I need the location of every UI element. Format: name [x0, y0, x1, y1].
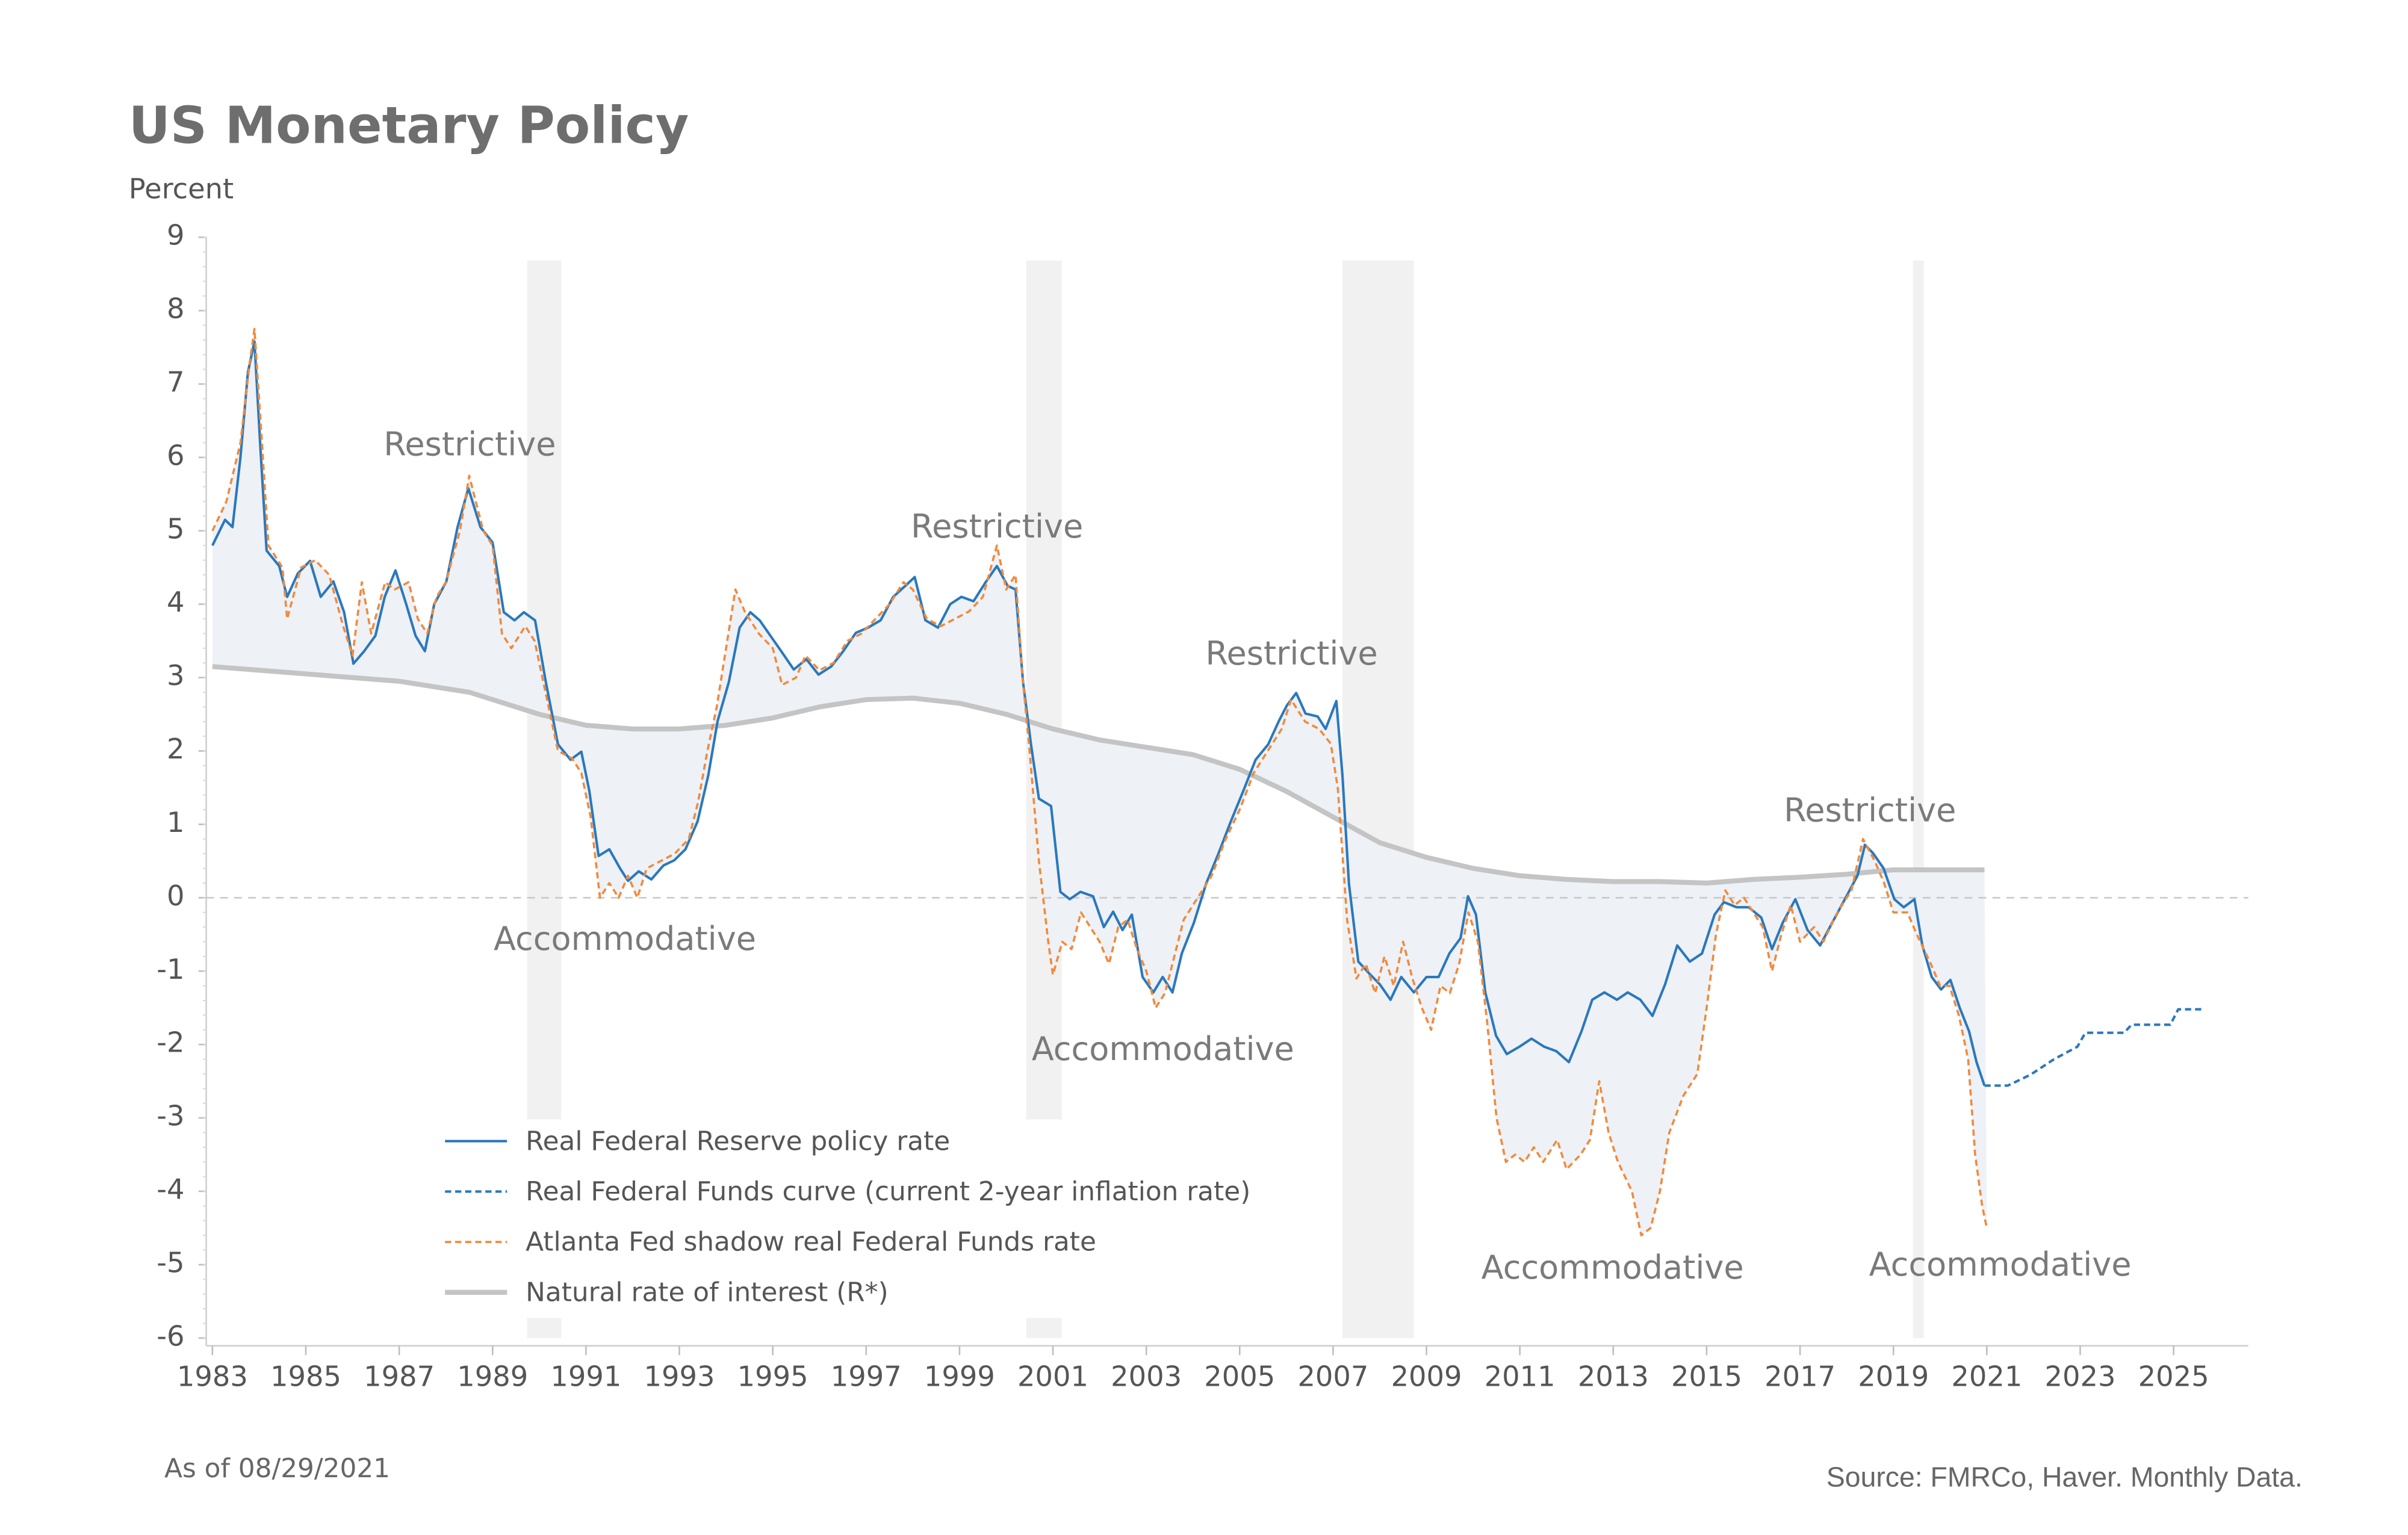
shaded-period: [1913, 260, 1924, 1338]
x-tick-label: 1983: [177, 1360, 248, 1392]
x-tick-label: 2017: [1764, 1360, 1835, 1392]
x-tick-label: 1997: [831, 1360, 902, 1392]
gap-fill: [212, 329, 1987, 1236]
x-tick-label: 1999: [924, 1360, 995, 1392]
y-tick-label: 5: [167, 512, 185, 545]
series-line: [211, 340, 1986, 1087]
legend-background: [434, 1119, 1303, 1318]
as-of-note: As of 08/29/2021: [164, 1453, 390, 1484]
y-tick-label: -6: [157, 1319, 184, 1352]
x-tick-label: 2019: [1858, 1360, 1929, 1392]
x-tick-label: 1987: [364, 1360, 435, 1392]
x-tick-label: 1993: [644, 1360, 715, 1392]
annotation: Accommodative: [494, 920, 756, 958]
y-tick-label: 4: [167, 586, 185, 618]
y-tick-label: -3: [157, 1100, 184, 1132]
x-tick-label: 2015: [1671, 1360, 1742, 1392]
x-tick-label: 2013: [1578, 1360, 1649, 1392]
y-tick-label: -4: [157, 1173, 184, 1206]
y-axis-label: Percent: [129, 172, 234, 205]
annotation: Accommodative: [1869, 1245, 2132, 1283]
x-tick-label: 2003: [1111, 1360, 1182, 1392]
y-tick-label: 3: [167, 659, 185, 692]
y-tick-label: 7: [167, 365, 185, 398]
x-tick-label: 2007: [1297, 1360, 1368, 1392]
y-tick-label: 1: [167, 806, 185, 839]
annotation: Accommodative: [1032, 1030, 1294, 1068]
y-tick-label: -1: [157, 953, 184, 985]
source-note: Source: FMRCo, Haver. Monthly Data.: [1826, 1461, 2303, 1492]
y-tick-label: 9: [167, 219, 185, 252]
x-tick-label: 2021: [1951, 1360, 2022, 1392]
annotation: Restrictive: [911, 507, 1083, 545]
x-tick-label: 2023: [2044, 1360, 2115, 1392]
legend-label: Real Federal Reserve policy rate: [526, 1126, 950, 1156]
series-line: [1984, 1008, 2205, 1087]
x-tick-label: 1989: [457, 1360, 528, 1392]
y-tick-label: 6: [167, 439, 185, 471]
y-tick-label: 2: [167, 733, 185, 765]
legend-label: Natural rate of interest (R*): [526, 1277, 889, 1307]
y-tick-label: -5: [157, 1246, 184, 1279]
x-tick-label: 2005: [1204, 1360, 1275, 1392]
x-tick-label: 1991: [550, 1360, 621, 1392]
series-line: [212, 664, 1985, 886]
y-tick-label: -2: [157, 1026, 184, 1059]
x-tick-label: 1985: [270, 1360, 341, 1392]
x-tick-label: 2001: [1017, 1360, 1088, 1392]
legend-label: Atlanta Fed shadow real Federal Funds ra…: [526, 1227, 1096, 1257]
x-tick-label: 1995: [737, 1360, 808, 1392]
annotation: Restrictive: [1205, 634, 1377, 672]
legend-label: Real Federal Funds curve (current 2-year…: [526, 1176, 1250, 1207]
annotation: Restrictive: [1784, 791, 1956, 829]
x-tick-label: 2011: [1485, 1360, 1556, 1392]
chart-title: US Monetary Policy: [129, 96, 689, 155]
shaded-period: [1342, 260, 1414, 1338]
y-tick-label: 8: [167, 293, 185, 325]
annotation: Accommodative: [1482, 1248, 1744, 1286]
annotation: Restrictive: [383, 425, 556, 463]
x-tick-label: 2009: [1391, 1360, 1462, 1392]
x-tick-label: 2025: [2138, 1360, 2209, 1392]
y-tick-label: 0: [167, 879, 185, 912]
series-line: [211, 327, 1988, 1236]
